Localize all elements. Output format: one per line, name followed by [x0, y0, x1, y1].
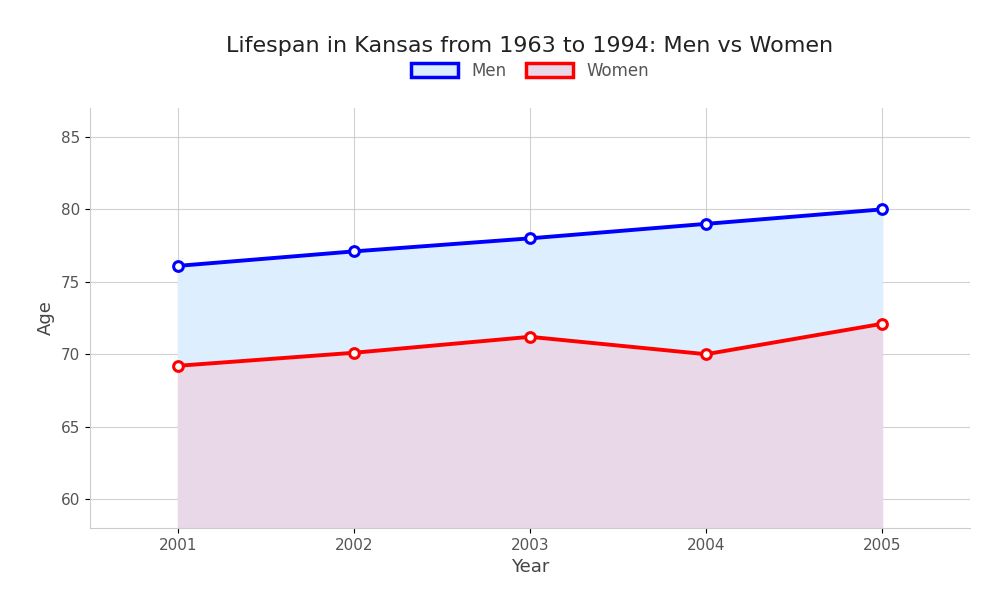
Y-axis label: Age: Age — [37, 301, 55, 335]
Title: Lifespan in Kansas from 1963 to 1994: Men vs Women: Lifespan in Kansas from 1963 to 1994: Me… — [226, 37, 834, 56]
X-axis label: Year: Year — [511, 558, 549, 576]
Legend: Men, Women: Men, Women — [411, 62, 649, 80]
